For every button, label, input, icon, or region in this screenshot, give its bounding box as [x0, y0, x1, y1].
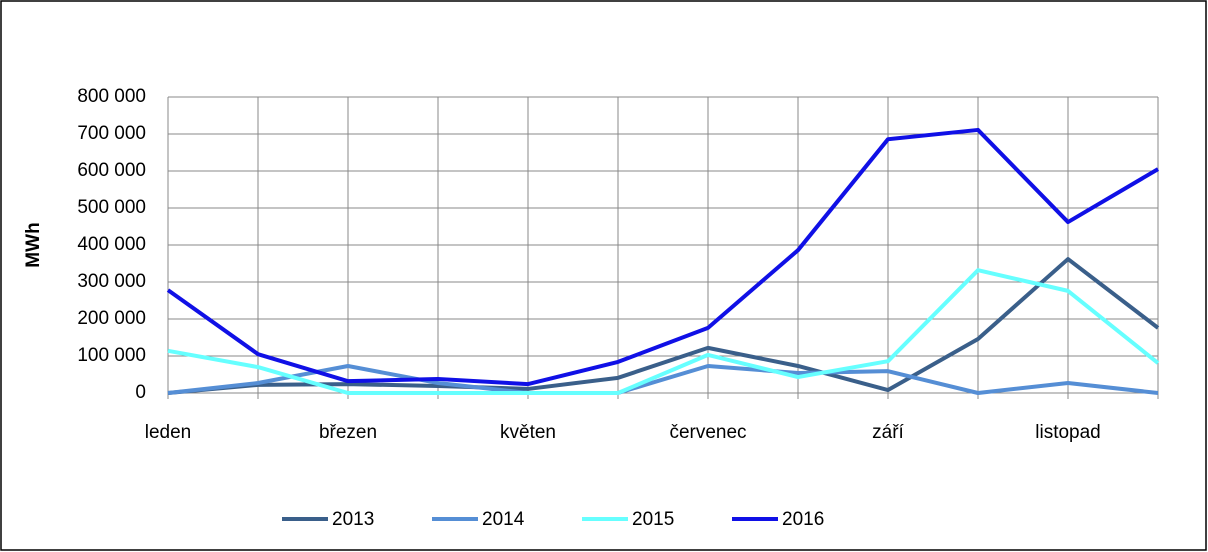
y-tick-label: 700 000 [77, 123, 146, 144]
y-tick-label: 100 000 [77, 345, 146, 366]
series-line [167, 268, 1160, 395]
x-tick-label: listopad [1035, 422, 1101, 443]
x-tick-label: březen [319, 422, 377, 443]
series-line [167, 363, 1159, 395]
legend-label: 2013 [332, 509, 374, 530]
y-tick-label: 200 000 [77, 308, 146, 329]
x-tick-label: září [872, 422, 904, 443]
series-line [166, 127, 1160, 387]
series-line [167, 257, 1160, 395]
y-tick-label: 500 000 [77, 197, 146, 218]
y-tick-label: 0 [135, 382, 146, 403]
y-axis-label: MWh [23, 222, 44, 267]
legend-label: 2016 [782, 509, 824, 530]
y-tick-label: 400 000 [77, 234, 146, 255]
legend-label: 2015 [632, 509, 674, 530]
x-tick-label: květen [500, 422, 556, 443]
x-tick-label: leden [145, 422, 192, 443]
y-tick-label: 600 000 [77, 160, 146, 181]
legend-label: 2014 [482, 509, 525, 530]
x-tick-label: červenec [669, 422, 746, 443]
y-tick-label: 300 000 [77, 271, 146, 292]
y-tick-label: 800 000 [77, 86, 146, 107]
